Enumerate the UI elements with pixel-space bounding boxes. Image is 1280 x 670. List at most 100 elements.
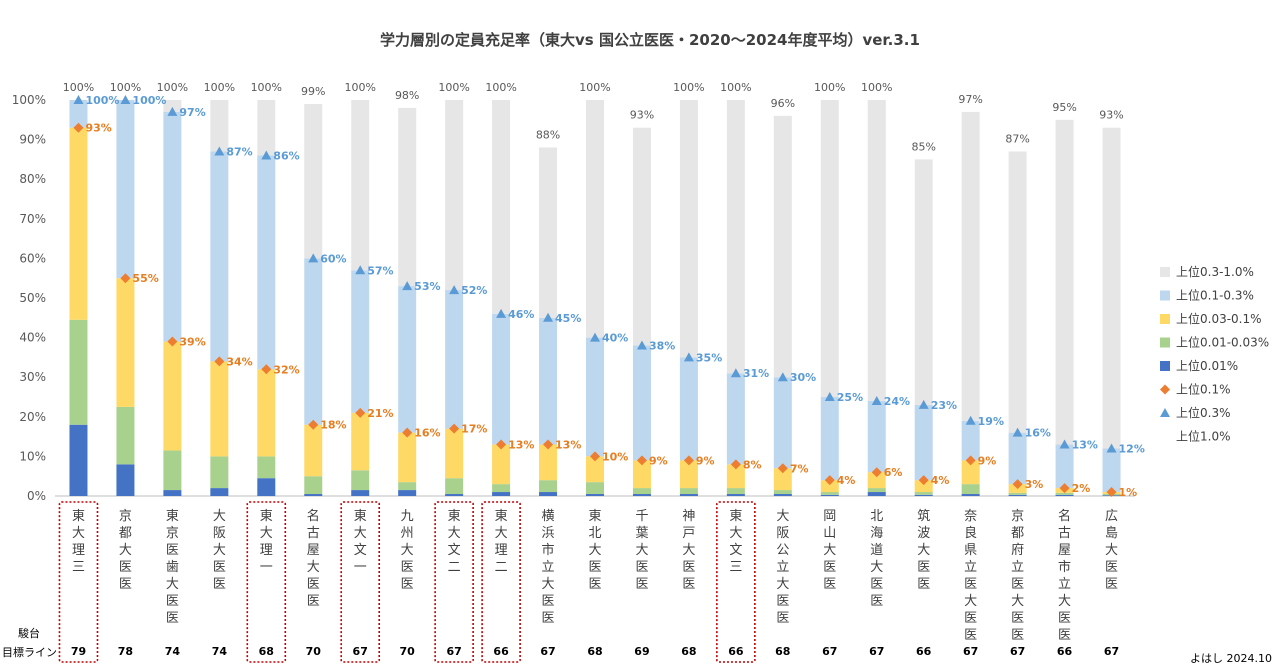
marker-label: 31% (743, 367, 769, 380)
category-label: 千葉大医医 (635, 509, 648, 592)
marker-label: 24% (884, 395, 910, 408)
bar-segment (304, 103, 323, 259)
bar-segment (867, 472, 886, 489)
bar-segment (773, 377, 792, 469)
bar-segment (210, 100, 229, 152)
bar-segment (351, 270, 370, 413)
bar-segment (586, 482, 604, 495)
legend-label: 上位0.3-1.0% (1176, 264, 1254, 279)
category-label: 大阪公立大医医 (776, 509, 789, 626)
bar-segment (116, 406, 135, 465)
bar-segment (1008, 432, 1027, 485)
bar-segment (820, 494, 839, 496)
marker-diamond (261, 364, 272, 375)
marker-label: 9% (696, 454, 715, 467)
total-label: 96% (771, 97, 795, 110)
legend-swatch (1160, 314, 1170, 324)
marker-diamond (1012, 479, 1023, 490)
marker-label: 55% (132, 272, 158, 285)
legend-label: 上位0.1% (1176, 382, 1231, 397)
target-value: 74 (212, 645, 228, 658)
category-label: 京都大医医 (119, 509, 132, 592)
target-value: 67 (353, 645, 368, 658)
category-label: 横浜市立大医医 (542, 509, 555, 626)
marker-points: 100% 100% 100% 100% 100% 99% 100%98%100% 100%88… (63, 81, 1145, 499)
target-value: 66 (493, 645, 509, 658)
marker-label: 21% (367, 407, 393, 420)
marker-diamond (449, 423, 460, 434)
category-label: 東京医歯大医医 (166, 508, 179, 626)
marker-triangle (590, 332, 600, 342)
marker-label: 13% (1072, 439, 1098, 452)
y-tick-label: 60% (19, 251, 46, 265)
marker-diamond (871, 467, 882, 478)
marker-diamond (683, 455, 694, 466)
bar-segment (304, 494, 323, 496)
bar-segment (398, 490, 417, 496)
marker-triangle (636, 340, 647, 350)
bar-segment (632, 127, 651, 346)
target-value: 66 (1057, 645, 1073, 658)
category-label: 京都府立医大医医 (1011, 509, 1024, 643)
marker-label: 38% (649, 340, 675, 353)
total-label: 100% (344, 81, 375, 94)
bar-segment (961, 484, 980, 495)
bar-segment (867, 488, 886, 493)
marker-diamond (167, 336, 178, 347)
legend-label: 上位0.3% (1176, 405, 1231, 420)
bar-segment (1102, 448, 1121, 493)
bar-segment (632, 488, 651, 495)
marker-label: 1% (1119, 486, 1138, 499)
marker-label: 100% (132, 94, 166, 107)
marker-triangle (543, 312, 554, 322)
marker-diamond (1106, 487, 1117, 498)
bar-segment (445, 428, 464, 479)
bar-segment (961, 111, 980, 421)
legend-label: 上位0.01% (1176, 358, 1238, 373)
marker-label: 45% (555, 312, 581, 325)
marker-label: 30% (790, 371, 816, 384)
total-label: 85% (911, 140, 935, 153)
bar-segment (210, 361, 229, 457)
marker-triangle (261, 150, 272, 160)
target-row: 駿台 目標ライン 79 78 74 74 68 70 67 70 67 66 67 68 69 68 66 6… (2, 626, 1119, 659)
bar-segment (539, 147, 558, 318)
bar-segment (398, 482, 417, 491)
highlight-box (246, 501, 287, 663)
y-tick-label: 80% (19, 172, 46, 186)
bar-segment (257, 478, 276, 496)
highlight-boxes (58, 501, 756, 663)
marker-diamond (214, 356, 225, 367)
bar-segment (867, 100, 886, 401)
total-label: 100% (861, 81, 892, 94)
bar-segment (116, 100, 135, 279)
marker-diamond (355, 407, 366, 418)
marker-diamond (120, 273, 131, 284)
row-label-bottom: 目標ライン (2, 645, 57, 659)
bar-segment (1102, 127, 1121, 449)
bar-segment (726, 373, 745, 465)
bar-segment (632, 345, 651, 461)
category-label: 大阪大医医 (213, 509, 226, 592)
target-value: 68 (587, 645, 602, 658)
bar-segment (1055, 494, 1074, 496)
marker-triangle (449, 285, 460, 295)
bar-segment (820, 480, 839, 493)
y-tick-label: 90% (19, 133, 46, 147)
bar-segment (351, 470, 370, 491)
marker-label: 4% (931, 474, 950, 487)
marker-triangle (402, 281, 413, 291)
bar-segment (820, 397, 839, 481)
y-tick-label: 20% (19, 410, 46, 424)
bar-segment (257, 369, 276, 457)
marker-label: 9% (978, 454, 997, 467)
marker-label: 16% (1025, 427, 1051, 440)
total-label: 100% (110, 81, 141, 94)
target-value: 66 (916, 645, 932, 658)
highlight-box (716, 501, 756, 663)
bar-segment (210, 151, 229, 362)
bar-segment (679, 100, 698, 358)
marker-diamond (590, 451, 600, 462)
highlight-box (481, 501, 521, 663)
marker-label: 2% (1072, 482, 1091, 495)
